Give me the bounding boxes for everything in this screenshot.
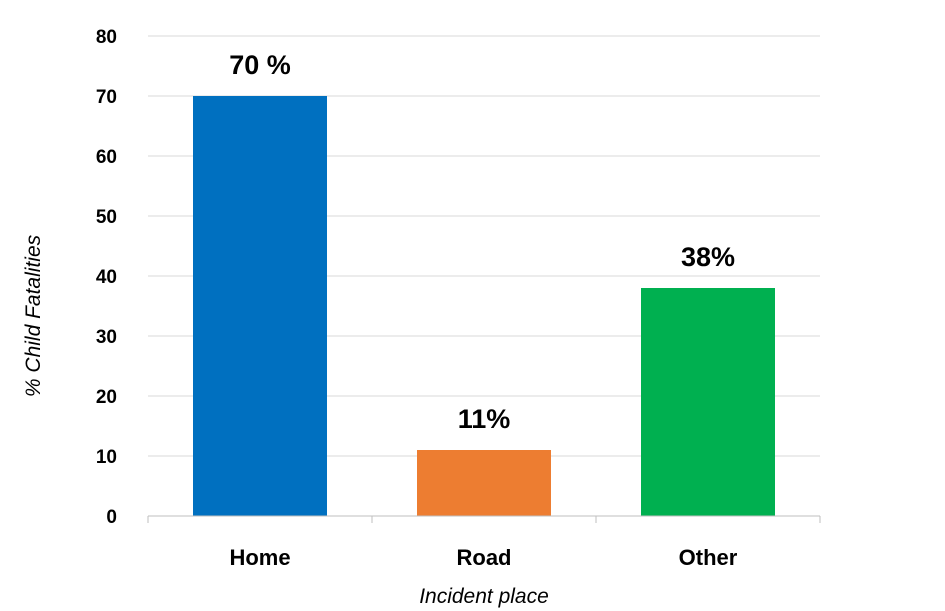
y-tick-label: 70 [96, 87, 117, 108]
y-tick-label: 50 [96, 207, 117, 228]
y-tick-labels: 0 10 20 30 40 50 60 70 80 [96, 27, 117, 528]
data-labels: 70 % 11% 38% [229, 50, 735, 434]
bars [193, 96, 775, 516]
data-label-home: 70 % [229, 50, 291, 80]
bar-other [641, 288, 775, 516]
data-label-road: 11% [458, 404, 511, 434]
axes [147, 515, 821, 523]
x-tick-label: Home [229, 545, 290, 570]
y-tick-label: 40 [96, 267, 117, 288]
y-tick-label: 20 [96, 387, 117, 408]
data-label-other: 38% [681, 242, 735, 272]
x-tick-label: Other [679, 545, 738, 570]
y-tick-label: 10 [96, 447, 117, 468]
bar-home [193, 96, 327, 516]
y-axis-title: % Child Fatalities [22, 234, 45, 397]
y-tick-label: 0 [106, 507, 117, 528]
y-tick-label: 80 [96, 27, 117, 48]
x-tick-label: Road [457, 545, 512, 570]
y-tick-label: 60 [96, 147, 117, 168]
x-tick-labels: Home Road Other [229, 545, 737, 570]
y-tick-label: 30 [96, 327, 117, 348]
bar-road [417, 450, 551, 516]
x-axis-title: Incident place [419, 585, 549, 608]
